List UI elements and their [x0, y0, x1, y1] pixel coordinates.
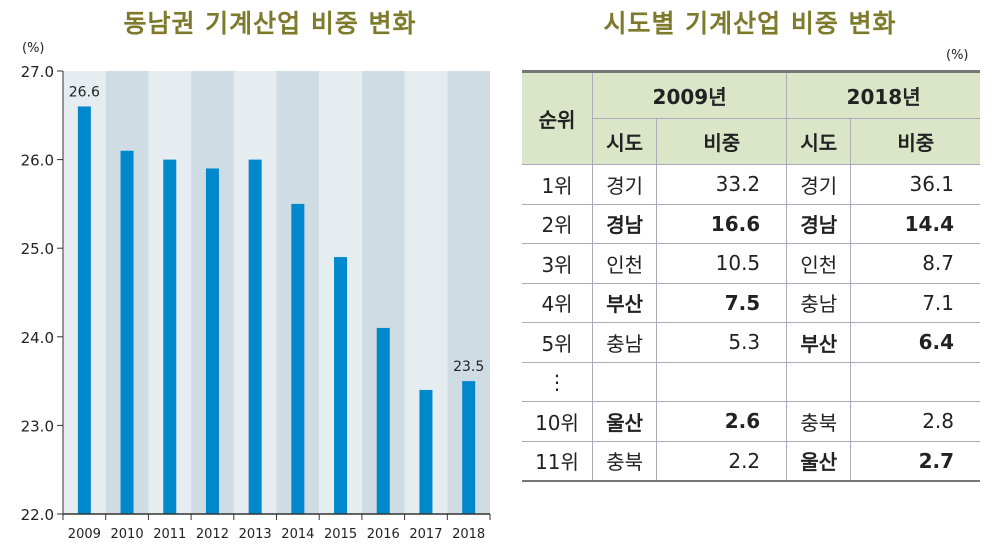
- data-label: 23.5: [453, 359, 484, 375]
- bar-2016: [376, 327, 390, 514]
- rank-cell: 3위: [522, 243, 593, 284]
- year-header: 2018년: [786, 70, 980, 119]
- share-cell: 8.7: [850, 243, 980, 284]
- region-cell: 인천: [786, 243, 852, 284]
- table-title: 시도별 기계산업 비중 변화: [603, 9, 897, 38]
- rank-cell: 5위: [522, 322, 593, 363]
- share-cell: 6.4: [850, 322, 980, 363]
- bar-2010: [120, 150, 134, 515]
- table-unit: (%): [946, 48, 969, 63]
- table-row: 5위 충남 5.3 부산 6.4: [522, 322, 980, 363]
- chart-title: 동남권 기계산업 비중 변화: [123, 9, 417, 38]
- bar-2012: [205, 168, 219, 514]
- table-row: 1위 경기 33.2 경기 36.1: [522, 164, 980, 205]
- share-cell: 2.6: [656, 401, 788, 442]
- share-cell: 2.8: [850, 401, 980, 442]
- x-tick-label: 2016: [367, 527, 400, 542]
- table-row: 3위 인천 10.5 인천 8.7: [522, 243, 980, 284]
- region-cell: 충남: [591, 322, 658, 363]
- region-cell: 경남: [591, 203, 658, 244]
- region-cell: 경기: [591, 164, 658, 205]
- rank-cell: 10위: [522, 401, 593, 442]
- bar-2011: [163, 159, 177, 514]
- share-cell: [850, 361, 980, 402]
- share-cell: 7.5: [656, 282, 788, 323]
- x-tick-label: 2017: [409, 527, 442, 542]
- share-cell: 36.1: [850, 164, 980, 205]
- y-tick-label: 24.0: [21, 329, 54, 347]
- share-cell: 14.4: [850, 203, 980, 244]
- share-cell: 33.2: [656, 164, 788, 205]
- x-tick-label: 2015: [324, 527, 357, 542]
- x-tick-label: 2013: [239, 527, 272, 542]
- share-cell: 10.5: [656, 243, 788, 284]
- x-tick-label: 2011: [153, 527, 186, 542]
- region-cell: 부산: [591, 282, 658, 323]
- table-row: 4위 부산 7.5 충남 7.1: [522, 282, 980, 323]
- region-cell: 울산: [786, 440, 852, 482]
- y-tick-label: 25.0: [21, 240, 54, 258]
- region-cell: [786, 361, 852, 402]
- table-row: 2위 경남 16.6 경남 14.4: [522, 203, 980, 244]
- y-tick-label: 26.0: [21, 152, 54, 170]
- x-tick-label: 2018: [452, 527, 485, 542]
- sub-header: 시도: [786, 118, 852, 165]
- table-row: 11위 충북 2.2 울산 2.7: [522, 440, 980, 482]
- region-cell: 인천: [591, 243, 658, 284]
- x-tick-label: 2014: [281, 527, 314, 542]
- sub-header: 비중: [656, 118, 788, 165]
- bar-2017: [419, 389, 433, 514]
- bar-chart: 2009 26.6 2010 2011 2012 2013 2014 2015 2016 2017…: [21, 41, 491, 542]
- region-cell: 경남: [786, 203, 852, 244]
- bar-2014: [291, 203, 305, 514]
- share-cell: [656, 361, 788, 402]
- y-tick-label: 27.0: [21, 63, 54, 81]
- y-axis-unit: (%): [22, 41, 45, 56]
- region-share-table: 순위 2009년 2018년 시도 비중 시도 비중 1위 경기 33.2 경기 36.…: [522, 70, 980, 482]
- x-tick-label: 2012: [196, 527, 229, 542]
- table-row: 10위 울산 2.6 충북 2.8: [522, 401, 980, 442]
- x-tick-label: 2009: [68, 527, 101, 542]
- y-tick-label: 22.0: [21, 506, 54, 524]
- region-cell: [591, 361, 658, 402]
- region-cell: 울산: [591, 401, 658, 442]
- bar-2013: [248, 159, 262, 514]
- rank-header: 순위: [522, 70, 593, 165]
- region-cell: 충남: [786, 282, 852, 323]
- region-cell: 경기: [786, 164, 852, 205]
- region-cell: 충북: [591, 440, 658, 482]
- bar-2018: [462, 381, 476, 514]
- rank-cell: 11위: [522, 440, 593, 482]
- region-cell: 충북: [786, 401, 852, 442]
- rank-cell: 2위: [522, 203, 593, 244]
- bar-2009: [77, 106, 91, 514]
- share-cell: 5.3: [656, 322, 788, 363]
- rank-cell: 4위: [522, 282, 593, 323]
- table-row: ⋮: [522, 361, 980, 402]
- sub-header: 비중: [850, 118, 980, 165]
- year-header: 2009년: [591, 70, 788, 119]
- y-tick-label: 23.0: [21, 417, 54, 435]
- rank-cell: ⋮: [522, 361, 593, 402]
- sub-header: 시도: [592, 118, 658, 165]
- bar-2015: [334, 257, 348, 514]
- share-cell: 7.1: [850, 282, 980, 323]
- share-cell: 16.6: [656, 203, 788, 244]
- rank-cell: 1위: [522, 164, 593, 205]
- region-cell: 부산: [786, 322, 852, 363]
- share-cell: 2.7: [850, 440, 980, 482]
- x-tick-label: 2010: [111, 527, 144, 542]
- share-cell: 2.2: [656, 440, 788, 482]
- data-label: 26.6: [69, 84, 100, 100]
